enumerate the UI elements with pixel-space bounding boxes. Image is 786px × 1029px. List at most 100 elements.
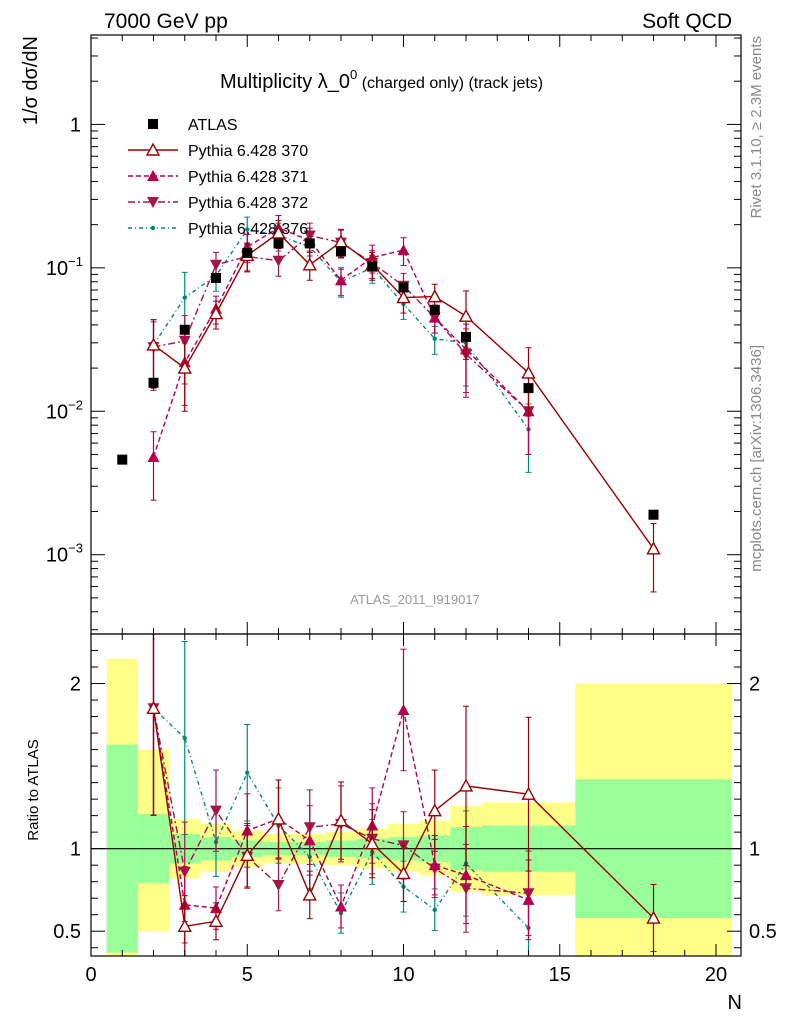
ratio-point-p370 [458, 778, 474, 792]
main-y-tick-base: 10 [46, 258, 68, 280]
main-y-tick-exponent: −2 [68, 397, 83, 412]
rivet-version-label: Rivet 3.1.10, ≥ 2.3M events [748, 36, 765, 219]
legend: ATLAS Pythia 6.428 370 Pythia 6.428 371 Pyt… [128, 117, 308, 238]
ratio-plot-frame [90, 633, 742, 957]
ratio-point-p370 [177, 918, 192, 932]
main-y-tick-label: 1 [70, 114, 81, 136]
x-tick-label: 20 [705, 964, 727, 986]
ratio-point-p372 [210, 805, 222, 817]
main-line-p376 [152, 228, 530, 430]
ratio-point-p370 [646, 910, 661, 924]
legend-marker-p371 [147, 170, 159, 181]
main-point-p370 [271, 225, 286, 239]
ratio-point-p376 [245, 770, 250, 775]
ratio-y-tick-label: 0.5 [53, 921, 81, 943]
legend-marker-atlas [148, 119, 158, 129]
ratio-line-p371 [152, 708, 529, 909]
main-line-p371 [152, 227, 529, 458]
main-point-atlas [179, 324, 190, 335]
ratio-point-p371 [397, 703, 410, 715]
header-right-label: Soft QCD [642, 10, 732, 33]
main-point-p372 [272, 255, 285, 267]
main-point-p370 [302, 257, 317, 271]
ratio-point-p370 [427, 803, 442, 817]
main-y-tick-exponent: −1 [68, 254, 83, 269]
ratio-point-p370 [333, 813, 349, 827]
chart-title-superscript: 0 [350, 67, 357, 82]
watermark-label: ATLAS_2011_I919017 [350, 592, 480, 607]
ratio-point-p371 [303, 834, 316, 846]
ratio-point-p370 [240, 847, 255, 861]
main-point-atlas [523, 383, 534, 394]
ratio-y-tick-label: 1 [70, 839, 81, 861]
main-point-p370 [521, 365, 536, 379]
ratio-point-p371 [428, 859, 441, 871]
ratio-y-tick-label: 2 [70, 674, 81, 696]
legend-marker-p370 [145, 142, 161, 156]
legend-entry-p372: Pythia 6.428 372 [128, 195, 308, 212]
plot-frames [90, 34, 742, 957]
legend-label-atlas: ATLAS [188, 117, 238, 134]
ratio-y-tick-label-right: 1 [749, 839, 760, 861]
legend-label-p371: Pythia 6.428 371 [188, 169, 308, 186]
main-point-atlas [211, 272, 221, 283]
legend-label-p376: Pythia 6.428 376 [188, 221, 308, 238]
x-tick-label: 10 [392, 964, 414, 986]
legend-entry-p371: Pythia 6.428 371 [128, 169, 308, 186]
main-point-p370 [177, 360, 192, 374]
main-point-p370 [208, 306, 224, 320]
main-point-p371 [397, 244, 410, 256]
ratio-series [146, 633, 661, 957]
mcplots-label: mcplots.cern.ch [arXiv:1306.3436] [748, 345, 765, 572]
ratio-point-p370 [521, 786, 536, 800]
legend-entry-p370: Pythia 6.428 370 [128, 142, 308, 160]
ratio-series-p370 [146, 633, 661, 957]
main-point-p371 [428, 311, 441, 323]
main-point-atlas [242, 247, 253, 258]
main-point-p370 [146, 337, 161, 351]
chart-title-tail: (charged only) (track jets) [357, 75, 543, 92]
header-left-label: 7000 GeV pp [104, 10, 228, 33]
main-y-tick-label: 10−2 [46, 397, 83, 423]
ratio-point-p372 [272, 879, 285, 891]
main-y-tick-label: 10−3 [46, 541, 83, 567]
ratio-uncertainty-bands [91, 658, 741, 956]
main-point-p376 [432, 336, 437, 342]
x-tick-label: 5 [242, 964, 253, 986]
main-point-p371 [335, 274, 347, 286]
ratio-y-axis-label: Ratio to ATLAS [25, 739, 42, 840]
ratio-y-tick-label-right: 2 [749, 674, 760, 696]
ratio-point-p376 [432, 907, 437, 912]
main-y-tick-base: 10 [46, 545, 68, 567]
ratio-point-p370 [271, 811, 286, 825]
chart-title: Multiplicity λ_00 (charged only) (track … [220, 67, 543, 93]
main-point-atlas [273, 238, 284, 249]
main-y-axis-label: 1/σ dσ/dN [20, 36, 42, 125]
main-series-atlas [117, 238, 659, 520]
main-point-atlas [398, 282, 409, 293]
legend-entry-atlas: ATLAS [148, 117, 238, 134]
main-y-tick-base: 10 [46, 401, 68, 423]
chart-title-main: Multiplicity λ_0 [220, 71, 350, 93]
ratio-point-p371 [522, 893, 535, 905]
ratio-point-p371 [460, 869, 472, 881]
legend-label-p372: Pythia 6.428 372 [188, 195, 308, 212]
main-point-atlas [336, 246, 346, 257]
main-point-atlas [461, 331, 471, 342]
main-point-atlas [304, 238, 315, 249]
main-y-tick-exponent: −3 [68, 541, 83, 556]
ratio-point-p370 [146, 700, 161, 715]
x-tick-label: 15 [549, 964, 571, 986]
x-tick-label: 0 [85, 964, 96, 986]
main-point-p376 [245, 227, 250, 232]
legend-marker-p376 [150, 225, 156, 231]
main-y-tick-label: 10−1 [46, 254, 83, 280]
main-point-p372 [210, 259, 222, 271]
ratio-point-p370 [365, 836, 380, 850]
main-point-p370 [427, 289, 442, 303]
main-series-p370 [146, 220, 661, 593]
ratio-point-p371 [335, 900, 347, 912]
